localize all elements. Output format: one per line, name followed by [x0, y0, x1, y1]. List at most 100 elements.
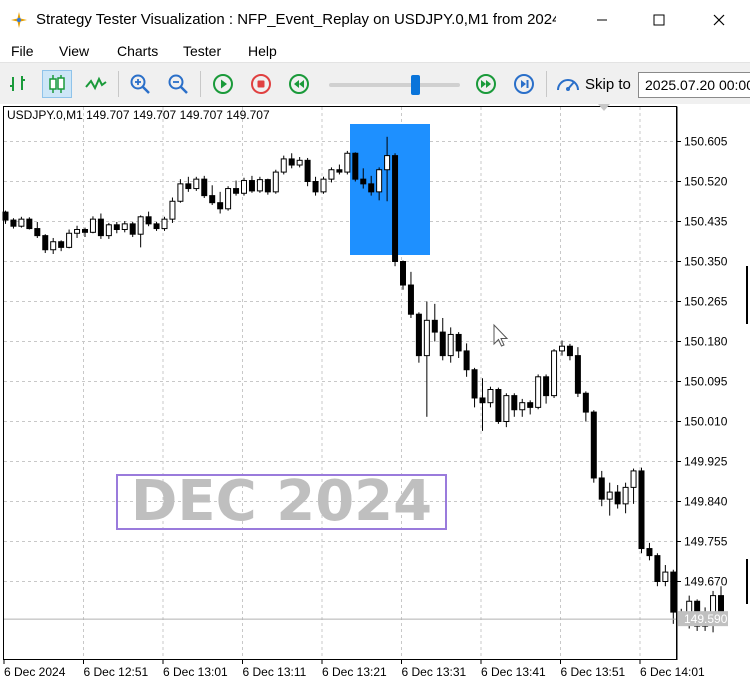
skip-to-date-input[interactable]: 2025.07.20 00:00: [638, 72, 750, 98]
candle-body-bear: [543, 376, 550, 397]
close-icon: [713, 14, 725, 26]
time-tick-label: 6 Dec 14:01: [640, 665, 705, 679]
candle-body-bull: [161, 218, 168, 230]
candle-body-bull: [137, 216, 144, 235]
speed-up-button[interactable]: [471, 70, 501, 98]
candle-body-bear: [574, 355, 581, 394]
line-chart-button[interactable]: [81, 70, 111, 98]
window-title: Strategy Tester Visualization : NFP_Even…: [36, 11, 556, 28]
candle-body-bull: [177, 183, 184, 202]
candle-body-bear: [392, 155, 399, 262]
candle-body-bear: [415, 313, 422, 357]
price-tick-label: 149.925: [684, 455, 728, 469]
candle-body-bear: [654, 555, 661, 582]
toolbar-separator: [200, 71, 201, 97]
price-tick-label: 150.010: [684, 415, 728, 429]
speed-slider-thumb[interactable]: [410, 75, 420, 95]
candle-body-bull: [503, 395, 510, 422]
price-tick-label: 150.180: [684, 335, 728, 349]
price-tick-label: 150.095: [684, 375, 728, 389]
menu-file[interactable]: File: [11, 43, 34, 59]
candle-body-bull: [66, 232, 73, 248]
slow-down-button[interactable]: [284, 70, 314, 98]
candle-body-bear: [407, 284, 414, 315]
ohlc-info-label: USDJPY.0,M1 149.707 149.707 149.707 149.…: [7, 108, 270, 122]
candle-body-bear: [58, 241, 65, 248]
price-tick-label: 150.350: [684, 255, 728, 269]
candle-body-bear: [248, 180, 255, 192]
price-chart[interactable]: 150.605 150.520 150.435 150.350 150.265 150.1…: [0, 104, 750, 689]
stop-button[interactable]: [246, 70, 276, 98]
candle-body-bear: [153, 223, 160, 230]
candle-body-bull: [241, 180, 247, 194]
candle-body-bull: [89, 218, 96, 233]
period-watermark-label[interactable]: DEC 2024: [116, 474, 447, 530]
candle-body-bear: [479, 397, 486, 404]
candle-body-bear: [614, 491, 621, 505]
candle-body-bull: [384, 155, 391, 171]
candle-body-bear: [463, 350, 470, 371]
candle-body-bull: [272, 171, 279, 193]
candle-body-bull: [630, 470, 637, 488]
candle-body-bull: [551, 350, 558, 397]
candle-body-bear: [113, 224, 120, 231]
candle-body-bear: [368, 183, 375, 193]
price-tick-label: 150.265: [684, 295, 728, 309]
candle-body-bear: [471, 369, 478, 399]
candle-body-bear: [217, 202, 224, 210]
speed-slider-track[interactable]: [329, 83, 460, 87]
time-tick-label: 6 Dec 13:11: [243, 665, 307, 679]
time-tick-label: 6 Dec 13:51: [561, 665, 626, 679]
menu-tester[interactable]: Tester: [183, 43, 222, 59]
candle-body-bull: [519, 402, 526, 411]
candle-body-bear: [439, 331, 446, 357]
candle-body-bear: [145, 216, 152, 225]
chart-window[interactable]: 150.605 150.520 150.435 150.350 150.265 150.1…: [0, 104, 750, 689]
event-highlight-rect[interactable]: [350, 124, 430, 255]
menu-help[interactable]: Help: [248, 43, 277, 59]
time-tick-label: 6 Dec 13:21: [322, 665, 387, 679]
play-button[interactable]: [208, 70, 238, 98]
rewind-icon: [289, 74, 309, 94]
candle-body-bear: [590, 411, 597, 479]
time-tick-label: 6 Dec 13:41: [481, 665, 546, 679]
skip-to-label: Skip to: [585, 76, 631, 93]
menu-view[interactable]: View: [59, 43, 90, 59]
candle-body-bear: [233, 188, 240, 194]
zoom-out-button[interactable]: [163, 70, 193, 98]
candle-body-bear: [400, 261, 406, 286]
candle-body-bear: [10, 219, 17, 227]
close-button[interactable]: [696, 0, 742, 40]
minimize-button[interactable]: [579, 0, 625, 40]
candles: [2, 136, 724, 633]
candle-body-bull: [662, 571, 669, 582]
candle-body-bull: [50, 241, 57, 251]
candle-body-bear: [129, 223, 136, 235]
candle-body-bear: [527, 402, 534, 408]
candle-body-bull: [105, 224, 112, 237]
candle-body-bull: [256, 179, 263, 192]
skip-to-button[interactable]: [553, 70, 583, 98]
candle-body-bull: [487, 389, 494, 404]
toolbar: Skip to 2025.07.20 00:00: [0, 62, 750, 106]
candlestick-icon: [49, 75, 65, 93]
speedometer-icon: [557, 79, 579, 91]
menu-charts[interactable]: Charts: [117, 43, 159, 59]
time-axis: 6 Dec 2024 6 Dec 12:51 6 Dec 13:01 6 Dec 13…: [3, 660, 705, 679]
candle-body-bear: [336, 169, 343, 173]
chart-shift-marker[interactable]: [598, 104, 610, 111]
bar-chart-button[interactable]: [3, 70, 33, 98]
maximize-icon: [653, 14, 665, 26]
bar-chart-icon: [10, 76, 25, 91]
strategy-tester-app-icon: [11, 12, 27, 28]
title-bar: Strategy Tester Visualization : NFP_Even…: [0, 0, 750, 40]
chart-grid: [4, 107, 676, 659]
zoom-in-button[interactable]: [125, 70, 155, 98]
candlestick-chart-button[interactable]: [42, 70, 72, 98]
candle-body-bull: [344, 152, 351, 173]
candle-body-bull: [74, 229, 81, 234]
zoom-out-icon: [168, 74, 188, 94]
step-forward-button[interactable]: [509, 70, 539, 98]
play-icon: [213, 74, 233, 94]
maximize-button[interactable]: [636, 0, 682, 40]
